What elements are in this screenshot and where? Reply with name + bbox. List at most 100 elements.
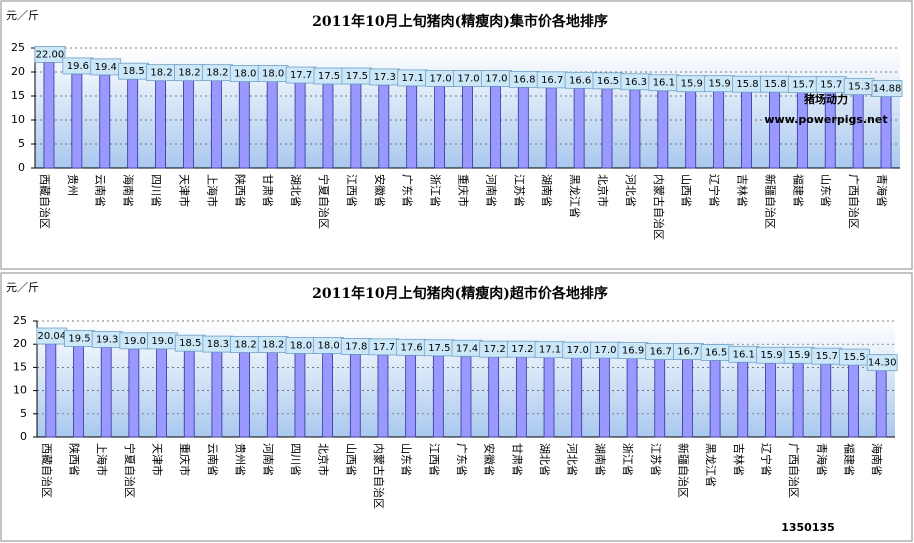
y-tick-label: 10	[13, 384, 27, 397]
bar	[685, 91, 697, 169]
value-label: 18.2	[150, 68, 172, 79]
bar	[294, 353, 306, 438]
value-label: 17.7	[290, 70, 312, 81]
x-tick-label: 山东省	[400, 443, 413, 476]
annotation-watermark: 1350135	[781, 521, 835, 534]
x-tick-label: 福建省	[791, 174, 805, 207]
bar	[626, 358, 638, 438]
value-label: 17.0	[457, 73, 479, 84]
x-tick-label: 河南省	[261, 443, 274, 476]
x-tick-label: 云南省	[206, 443, 219, 476]
value-label: 17.1	[402, 73, 424, 84]
bar	[880, 96, 892, 169]
bar	[210, 80, 222, 169]
value-label: 15.7	[820, 80, 842, 91]
value-label: 17.0	[485, 73, 507, 84]
x-tick-label: 江西省	[345, 174, 358, 207]
x-tick-label: 宁夏自治区	[123, 443, 137, 498]
x-tick-label: 北京市	[317, 443, 331, 476]
value-label: 15.8	[736, 79, 758, 90]
x-tick-label: 安徽省	[483, 443, 497, 476]
bar	[350, 83, 362, 169]
x-tick-label: 江苏省	[512, 174, 525, 207]
x-tick-label: 西藏自治区	[38, 174, 52, 229]
value-label: 17.8	[345, 341, 367, 352]
value-label: 19.0	[151, 336, 173, 347]
value-label-box	[34, 46, 66, 63]
value-label: 17.5	[428, 343, 450, 354]
value-label: 15.9	[788, 350, 810, 361]
value-label: 15.9	[708, 79, 730, 90]
value-label: 15.5	[843, 352, 865, 363]
x-tick-label: 四川省	[150, 174, 163, 207]
x-tick-label: 新疆自治区	[763, 174, 777, 229]
bar	[571, 357, 583, 438]
x-tick-label: 江西省	[427, 443, 440, 476]
value-label: 18.5	[123, 66, 145, 77]
x-tick-label: 西藏自治区	[40, 443, 54, 498]
x-tick-label: 陕西省	[68, 443, 82, 476]
bar	[266, 352, 278, 438]
value-label: 17.5	[318, 71, 340, 82]
bar	[45, 343, 57, 438]
bar	[737, 361, 749, 438]
value-label: 15.9	[760, 350, 782, 361]
value-label: 18.0	[262, 69, 284, 80]
value-label: 19.6	[67, 61, 89, 72]
bar	[682, 359, 693, 438]
bar	[73, 346, 84, 438]
value-label: 18.3	[207, 339, 229, 350]
y-tick-label: 25	[11, 41, 25, 54]
value-label-box	[866, 354, 898, 372]
x-tick-label: 海南省	[870, 443, 884, 476]
value-label: 16.5	[705, 347, 727, 358]
bar	[543, 357, 555, 438]
x-tick-label: 云南省	[94, 174, 107, 207]
x-tick-label: 宁夏自治区	[317, 174, 331, 229]
bar	[654, 359, 666, 438]
x-tick-label: 北京市	[596, 174, 610, 207]
value-label: 18.2	[262, 340, 284, 351]
bar	[460, 355, 472, 438]
value-label: 17.6	[401, 342, 423, 353]
bar	[848, 364, 859, 438]
chart-title: 2011年10月上旬猪肉(精瘦肉)集市价各地排序	[312, 13, 608, 30]
x-tick-label: 湖北省	[289, 174, 302, 207]
x-tick-label: 天津市	[177, 174, 191, 207]
x-tick-label: 内蒙古自治区	[652, 174, 666, 240]
value-label: 16.9	[622, 346, 644, 357]
bar	[266, 81, 278, 169]
x-tick-label: 四川省	[289, 443, 302, 476]
value-label: 16.1	[733, 349, 755, 360]
bar	[489, 86, 501, 169]
value-label: 19.3	[96, 334, 118, 345]
value-label: 19.0	[124, 336, 146, 347]
x-tick-label: 黑龙江省	[704, 443, 717, 487]
value-label: 16.7	[650, 347, 672, 358]
bar	[294, 82, 306, 169]
bar	[183, 80, 194, 169]
x-tick-label: 贵州省	[234, 443, 247, 476]
x-tick-label: 浙江省	[429, 174, 442, 207]
value-label: 16.8	[513, 74, 535, 85]
value-label: 17.4	[456, 343, 478, 354]
bar	[545, 87, 557, 169]
bar	[239, 352, 250, 438]
value-label: 17.2	[511, 344, 533, 355]
x-tick-label: 湖南省	[593, 443, 606, 476]
bar	[517, 86, 529, 169]
x-tick-label: 湖南省	[540, 174, 553, 207]
bar	[100, 347, 112, 438]
bar	[377, 354, 389, 438]
x-tick-label: 重庆市	[456, 174, 470, 207]
bar	[765, 362, 776, 438]
bar	[71, 73, 83, 169]
y-axis-label: 元／斤	[6, 9, 39, 22]
bar	[629, 89, 641, 169]
bar	[852, 94, 864, 169]
value-label: 18.0	[290, 340, 312, 351]
bar	[238, 81, 250, 169]
value-label: 15.8	[764, 79, 786, 90]
bar	[128, 348, 140, 438]
